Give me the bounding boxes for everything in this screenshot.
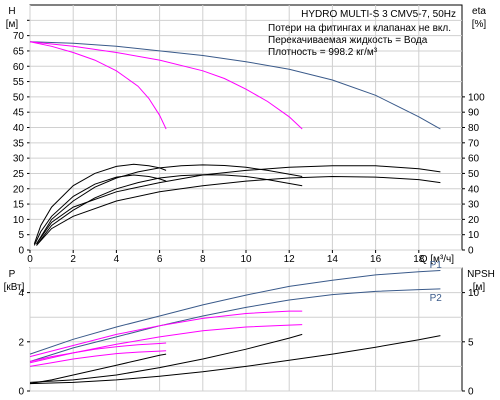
npsh-tick-label: 0 — [468, 387, 474, 398]
eta-tick-label: 40 — [468, 184, 480, 195]
head-series-2 — [29, 41, 167, 130]
head-series-7 — [33, 163, 167, 245]
eta-unit: [%] — [472, 19, 487, 30]
head-y-tick-label: 70 — [13, 31, 25, 42]
head-y-tick-label: 65 — [13, 46, 25, 57]
power-y-unit: [кВт] — [4, 282, 25, 293]
annotation-line-0: HYDRO MULTI-S 3 CMV5-7, 50Hz — [301, 9, 456, 20]
eta-tick-label: 70 — [468, 138, 480, 149]
head-x-tick-label: 16 — [370, 254, 382, 265]
head-y-unit: [м] — [6, 19, 19, 30]
head-series-8 — [33, 174, 167, 246]
power-series-1 — [29, 288, 441, 362]
power-y-tick-label: 4 — [18, 288, 24, 299]
eta-tick-label: 0 — [468, 246, 474, 257]
head-y-tick-label: 55 — [13, 77, 25, 88]
head-y-tick-label: 25 — [13, 169, 25, 180]
power-series-4 — [29, 342, 167, 362]
annotation-line-3: Плотность = 998.2 кг/м³ — [268, 47, 378, 58]
head-y-tick-label: 45 — [13, 108, 25, 119]
power-series-2 — [29, 310, 303, 358]
series-layer — [29, 41, 441, 385]
power-y-tick-label: 0 — [18, 387, 24, 398]
eta-tick-label: 80 — [468, 123, 480, 134]
power-series-6 — [29, 333, 303, 383]
eta-tick-label: 60 — [468, 154, 480, 165]
head-series-6 — [36, 174, 303, 246]
eta-tick-label: 50 — [468, 169, 480, 180]
head-y-tick-label: 50 — [13, 92, 25, 103]
head-y-tick-label: 40 — [13, 123, 25, 134]
power-y-tick-label: 2 — [18, 337, 24, 348]
head-x-tick-label: 14 — [327, 254, 339, 265]
power-series-7 — [29, 335, 441, 385]
head-x-label: Q [м³/ч] — [420, 254, 455, 265]
head-x-tick-label: 8 — [200, 254, 206, 265]
npsh-tick-label: 10 — [468, 288, 480, 299]
power-series-8 — [29, 353, 167, 385]
annotation-line-2: Перекачиваемая жидкость = Вода — [268, 35, 428, 46]
head-series-0 — [29, 41, 441, 130]
head-y-tick-label: 5 — [18, 230, 24, 241]
npsh-unit: [м] — [473, 282, 486, 293]
head-x-tick-label: 4 — [114, 254, 120, 265]
head-x-tick-label: 10 — [240, 254, 252, 265]
head-x-tick-label: 6 — [157, 254, 163, 265]
head-x-tick-label: 0 — [27, 254, 33, 265]
head-x-tick-label: 18 — [413, 254, 425, 265]
head-y-label: H — [8, 6, 15, 17]
power-series-label-p1: P1 — [430, 260, 443, 271]
head-y-tick-label: 35 — [13, 138, 25, 149]
power-series-label-p2: P2 — [430, 293, 443, 304]
eta-tick-label: 10 — [468, 230, 480, 241]
head-y-tick-label: 60 — [13, 62, 25, 73]
head-y-tick-label: 20 — [13, 184, 25, 195]
power-series-0 — [29, 270, 441, 355]
eta-tick-label: 30 — [468, 200, 480, 211]
eta-tick-label: 100 — [468, 92, 485, 103]
annotation-line-1: Потери на фитингах и клапанах не вкл. — [268, 22, 451, 34]
eta-tick-label: 20 — [468, 215, 480, 226]
head-y-tick-label: 10 — [13, 215, 25, 226]
head-x-tick-label: 12 — [284, 254, 296, 265]
eta-label: eta — [472, 6, 486, 17]
head-series-4 — [36, 175, 441, 246]
head-series-1 — [29, 41, 303, 130]
npsh-label: NPSH — [467, 269, 495, 280]
npsh-tick-label: 5 — [468, 337, 474, 348]
eta-tick-label: 90 — [468, 108, 480, 119]
power-y-label: P — [9, 269, 16, 280]
head-x-tick-label: 2 — [70, 254, 76, 265]
head-y-tick-label: 15 — [13, 200, 25, 211]
head-y-tick-label: 30 — [13, 154, 25, 165]
grid-layer — [27, 5, 465, 392]
head-series-3 — [36, 165, 441, 245]
head-y-tick-label: 0 — [18, 246, 24, 257]
power-series-5 — [29, 350, 167, 367]
